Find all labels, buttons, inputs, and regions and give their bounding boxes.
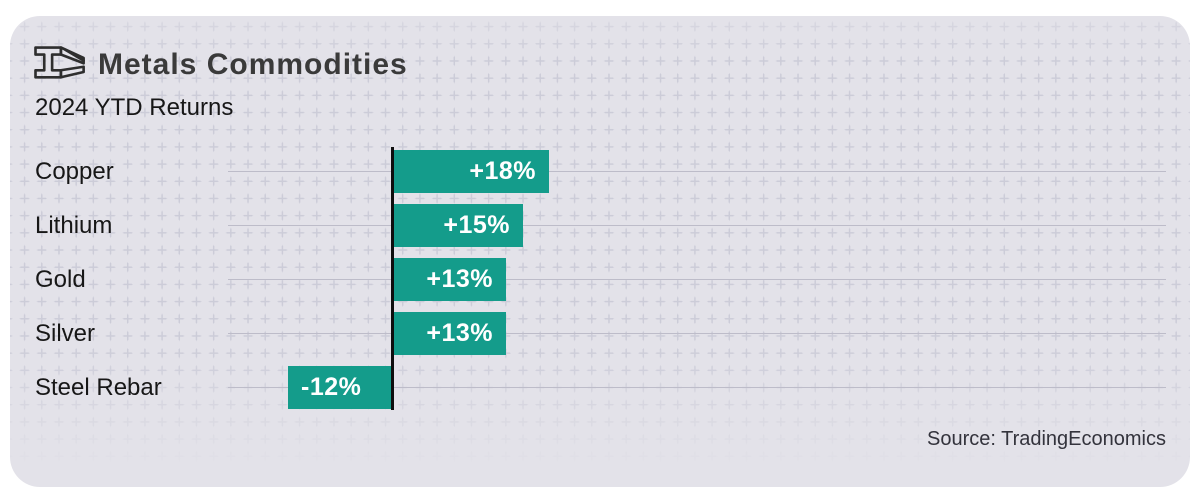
- category-label: Copper: [35, 158, 114, 185]
- bar-value-label: +15%: [443, 211, 510, 239]
- bar-value-label: +13%: [426, 265, 493, 293]
- page-title: Metals Commodities: [98, 48, 408, 81]
- infographic-card: Metals Commodities 2024 YTD Returns Copp…: [10, 16, 1190, 487]
- bar-value-label: +13%: [426, 319, 493, 347]
- value-bar: +13%: [394, 312, 506, 355]
- zero-axis-line: [391, 147, 394, 410]
- bar-chart: Copper +18% Lithium +15% Gold +13% Silver +13% S…: [10, 16, 1190, 487]
- gridline: [228, 171, 1166, 172]
- value-bar: +15%: [394, 204, 523, 247]
- value-bar: +18%: [394, 150, 549, 193]
- value-bar: +13%: [394, 258, 506, 301]
- source-credit: Source: TradingEconomics: [926, 428, 1166, 450]
- gridline: [228, 333, 1166, 334]
- header: Metals Commodities: [32, 42, 408, 88]
- bar-value-label: +18%: [469, 157, 536, 185]
- chart-subtitle: 2024 YTD Returns: [35, 94, 234, 121]
- category-label: Lithium: [35, 212, 113, 239]
- gridline: [228, 279, 1166, 280]
- category-label: Steel Rebar: [35, 374, 162, 401]
- gridline: [228, 387, 1166, 388]
- category-label: Silver: [35, 320, 96, 347]
- value-bar: -12%: [288, 366, 391, 409]
- steel-beam-icon: [34, 46, 85, 79]
- category-label: Gold: [35, 266, 86, 293]
- gridline: [228, 225, 1166, 226]
- plus-pattern-background: [10, 16, 1190, 487]
- bar-value-label: -12%: [301, 373, 362, 401]
